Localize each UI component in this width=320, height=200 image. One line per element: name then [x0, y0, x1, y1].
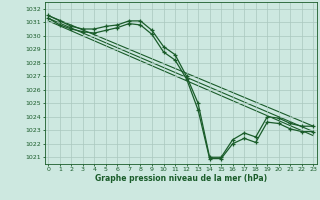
X-axis label: Graphe pression niveau de la mer (hPa): Graphe pression niveau de la mer (hPa) [95, 174, 267, 183]
